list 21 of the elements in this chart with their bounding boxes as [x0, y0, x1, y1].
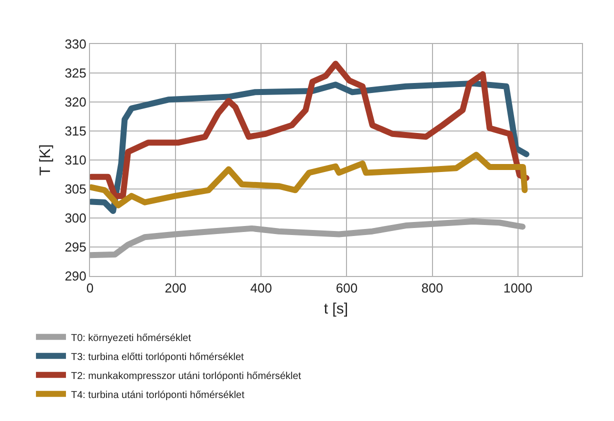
y-tick-label: 310 — [64, 152, 86, 168]
legend-label: T3: turbina előtti torlóponti hőmérséklet — [70, 352, 244, 363]
x-tick-label: 800 — [421, 280, 444, 296]
x-axis-title: t [s] — [324, 300, 348, 318]
x-tick-label: 1000 — [503, 280, 532, 296]
x-tick-label: 400 — [250, 280, 272, 296]
y-tick-label: 315 — [64, 124, 86, 139]
y-tick-label: 325 — [64, 66, 86, 81]
y-tick-label: 320 — [64, 94, 86, 110]
legend-label: T4: turbina utáni torlóponti hőmérséklet — [70, 390, 245, 401]
x-tick-label: 600 — [336, 280, 358, 296]
x-tick-label: 200 — [164, 280, 186, 296]
y-tick-label: 330 — [64, 36, 86, 52]
x-tick-label: 0 — [86, 280, 94, 296]
legend-label: T2: munkakompresszor utáni torlóponti hőmérséklet — [70, 370, 302, 382]
y-tick-label: 305 — [64, 182, 86, 197]
y-tick-label: 290 — [64, 268, 86, 284]
y-axis-title: T [K] — [36, 144, 54, 176]
legend-label: T0: környezeti hőmérséklet — [70, 332, 192, 344]
y-tick-label: 300 — [64, 210, 86, 226]
y-tick-label: 295 — [64, 240, 86, 255]
